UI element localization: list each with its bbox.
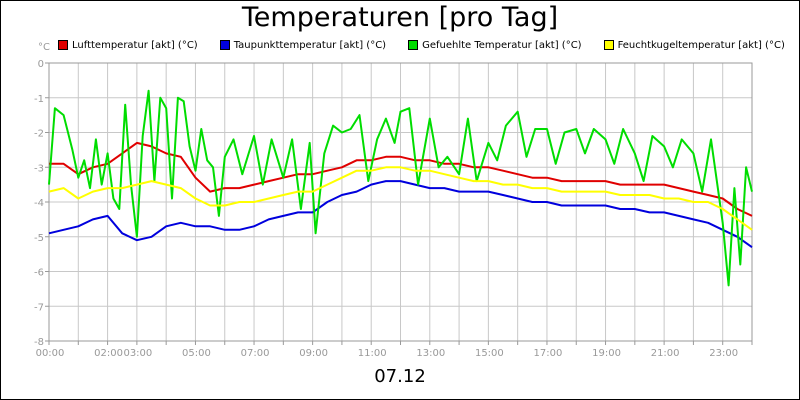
x-tick-label: 13:00 bbox=[416, 348, 445, 359]
legend-label: Lufttemperatur [akt] (°C) bbox=[72, 39, 198, 51]
legend: Lufttemperatur [akt] (°C) Taupunkttemper… bbox=[58, 38, 785, 52]
series-line-2 bbox=[48, 89, 753, 287]
series-line-3 bbox=[48, 166, 753, 231]
y-tick-label: -8 bbox=[34, 337, 44, 348]
legend-item-dew-point: Taupunkttemperatur [akt] (°C) bbox=[219, 38, 387, 52]
legend-swatch bbox=[603, 40, 614, 50]
x-tick-label: 21:00 bbox=[651, 348, 680, 359]
y-tick-label: -6 bbox=[34, 268, 44, 279]
x-tick-label: 02:00 bbox=[94, 348, 123, 359]
x-tick-label: 11:00 bbox=[358, 348, 387, 359]
series-line-1 bbox=[48, 180, 753, 249]
legend-swatch bbox=[408, 40, 419, 50]
y-tick-label: -3 bbox=[34, 163, 44, 174]
y-tick-label: -7 bbox=[34, 302, 44, 313]
legend-swatch bbox=[219, 40, 230, 50]
legend-label: Feuchtkugeltemperatur [akt] (°C) bbox=[617, 39, 785, 51]
x-tick-label: 09:00 bbox=[299, 348, 328, 359]
x-tick-label: 03:00 bbox=[123, 348, 152, 359]
x-tick-label: 23:00 bbox=[709, 348, 738, 359]
y-tick-label: -5 bbox=[34, 233, 44, 244]
x-tick-label: 15:00 bbox=[475, 348, 504, 359]
y-tick-label: 0 bbox=[38, 59, 44, 70]
x-tick-label: 05:00 bbox=[182, 348, 211, 359]
legend-item-feels-like: Gefuehlte Temperatur [akt] (°C) bbox=[408, 38, 582, 52]
x-tick-label: 17:00 bbox=[534, 348, 563, 359]
y-tick-label: -4 bbox=[34, 198, 44, 209]
y-axis-unit: °C bbox=[38, 42, 50, 53]
x-tick-label: 19:00 bbox=[592, 348, 621, 359]
plot-area-border bbox=[48, 62, 753, 342]
legend-label: Taupunkttemperatur [akt] (°C) bbox=[233, 39, 387, 51]
x-tick-label: 07:00 bbox=[241, 348, 270, 359]
series-line-0 bbox=[49, 141, 753, 217]
legend-label: Gefuehlte Temperatur [akt] (°C) bbox=[422, 39, 582, 51]
legend-item-air-temperature: Lufttemperatur [akt] (°C) bbox=[58, 38, 198, 52]
legend-item-wet-bulb: Feuchtkugeltemperatur [akt] (°C) bbox=[603, 38, 785, 52]
x-tick-label: 00:00 bbox=[36, 348, 65, 359]
y-tick-label: -2 bbox=[34, 129, 44, 140]
x-axis-date-label: 07.12 bbox=[374, 366, 426, 387]
legend-swatch bbox=[58, 40, 68, 50]
chart-title: Temperaturen [pro Tag] bbox=[241, 2, 559, 33]
y-tick-label: -1 bbox=[34, 94, 44, 105]
